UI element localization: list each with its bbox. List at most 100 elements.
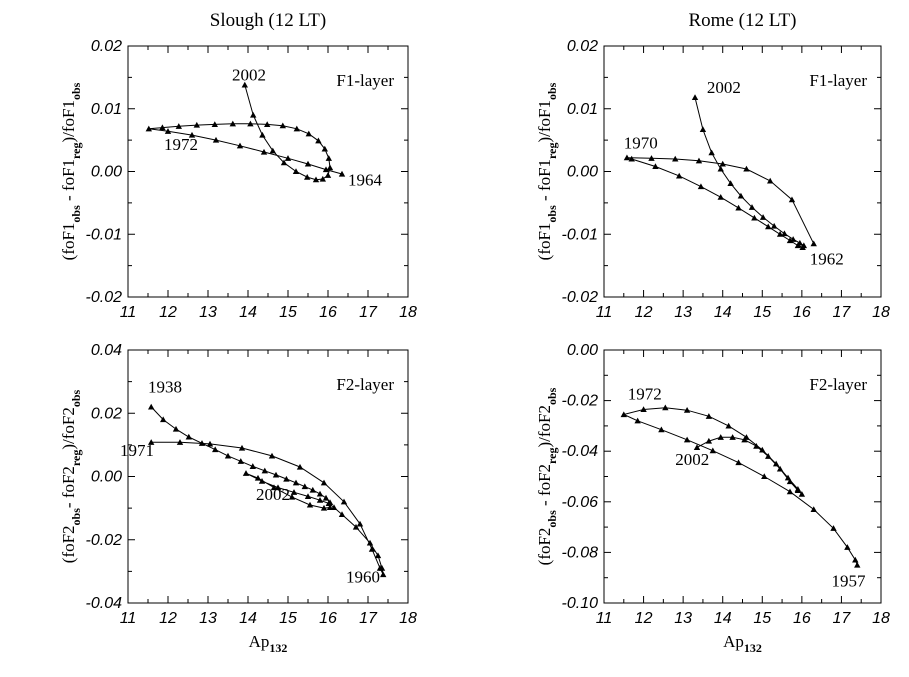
- y-tick-label: 0.00: [567, 164, 598, 181]
- y-tick-label: 0.02: [91, 405, 122, 422]
- data-point: [212, 446, 219, 453]
- data-point: [352, 523, 360, 530]
- data-point: [830, 525, 837, 531]
- data-point: [175, 123, 182, 129]
- data-point: [675, 172, 683, 179]
- data-point: [784, 474, 792, 481]
- layer-annotation: F2-layer: [809, 375, 867, 394]
- chart-panel-2: Rome (12 LT) 11 12 13 14 15 16 17 18 -0.02 -0.01 0.…: [535, 10, 890, 321]
- data-point: [374, 552, 382, 559]
- y-tick-label: -0.02: [86, 532, 123, 549]
- panel-title: Slough (12 LT): [210, 10, 326, 31]
- y-axis-label-part: )/foF1: [59, 100, 78, 143]
- x-axis-label-main: Ap: [723, 632, 744, 651]
- x-axis-label: Ap132: [249, 632, 288, 655]
- data-point: [259, 131, 266, 138]
- y-axis-label-part: - foF1: [59, 159, 78, 205]
- x-tick-label: 16: [319, 304, 337, 321]
- data-point: [776, 231, 784, 237]
- data-point: [772, 460, 780, 467]
- data-point: [338, 511, 346, 518]
- data-point: [368, 546, 376, 552]
- y-tick-label: -0.02: [562, 289, 599, 306]
- y-axis-label-subscript: obs: [69, 389, 83, 407]
- x-axis-label-subscript: 132: [269, 641, 287, 655]
- x-tick-label: 13: [674, 610, 692, 627]
- chart-panel-4: 11 12 13 14 15 16 17 18 -0.10 -0.08 -0.06 -0.04 -0.0…: [535, 342, 890, 655]
- y-tick-label: -0.10: [562, 595, 599, 612]
- data-point: [640, 406, 647, 413]
- x-tick-label: 14: [714, 304, 732, 321]
- data-point: [691, 94, 699, 101]
- layer-annotation: F1-layer: [336, 71, 394, 90]
- data-point: [250, 111, 257, 118]
- data-point: [316, 490, 324, 497]
- data-point: [305, 130, 312, 137]
- y-axis-label-subscript: obs: [69, 508, 83, 526]
- x-tick-label: 11: [120, 304, 137, 321]
- data-point: [304, 160, 312, 167]
- data-point: [727, 180, 734, 186]
- data-point: [292, 479, 300, 486]
- data-point: [148, 403, 155, 410]
- data-point: [269, 147, 276, 154]
- data-point: [735, 459, 742, 466]
- data-point: [737, 192, 745, 199]
- data-point: [652, 163, 659, 170]
- y-axis-label-subscript: obs: [545, 510, 559, 528]
- y-axis-label-part: - foF1: [535, 159, 554, 205]
- y-axis-label-subscript: reg: [545, 143, 559, 159]
- data-point: [683, 436, 691, 443]
- x-tick-label: 18: [399, 304, 417, 321]
- y-tick-label: -0.04: [562, 443, 599, 460]
- y-axis-label-part: )/foF1: [535, 100, 554, 143]
- layer-annotation: F1-layer: [809, 71, 867, 90]
- data-point: [717, 165, 724, 172]
- data-point: [759, 214, 767, 220]
- data-point: [237, 458, 244, 464]
- data-point: [325, 155, 332, 161]
- data-point: [274, 484, 282, 491]
- y-axis-label-part: (foF1: [535, 223, 554, 261]
- y-tick-label: -0.02: [562, 393, 599, 410]
- x-tick-label: 18: [872, 610, 890, 627]
- data-point: [705, 437, 713, 444]
- data-point: [268, 452, 276, 459]
- data-point: [356, 520, 364, 527]
- data-point: [284, 155, 292, 161]
- data-point: [320, 504, 328, 511]
- data-point: [717, 434, 724, 440]
- data-point: [188, 131, 196, 138]
- y-axis-label-subscript: obs: [545, 387, 559, 405]
- x-tick-label: 18: [872, 304, 890, 321]
- series-line: [148, 84, 343, 181]
- x-tick-label: 11: [596, 304, 613, 321]
- y-axis-label-subscript: obs: [69, 205, 83, 223]
- data-point: [786, 478, 794, 485]
- x-tick-label: 15: [753, 610, 771, 627]
- data-point: [304, 493, 312, 499]
- data-point: [759, 446, 766, 453]
- data-point: [844, 544, 851, 550]
- y-axis-label: (foF2obs - foF2reg)/foF2obs: [535, 387, 559, 565]
- data-point: [794, 242, 802, 249]
- x-tick-label: 11: [596, 610, 613, 627]
- y-tick-label: 0.01: [91, 101, 122, 118]
- y-axis-label-subscript: obs: [69, 82, 83, 100]
- data-point: [264, 121, 271, 127]
- data-point: [238, 444, 246, 451]
- data-point: [697, 183, 705, 190]
- y-tick-label: 0.02: [567, 38, 598, 55]
- data-point: [159, 124, 166, 131]
- data-point: [767, 177, 774, 184]
- data-point: [315, 137, 322, 144]
- x-tick-label: 18: [399, 610, 417, 627]
- data-point: [198, 440, 206, 446]
- data-point: [620, 411, 627, 418]
- x-axis-label-subscript: 132: [744, 641, 762, 655]
- y-axis-label-subscript: obs: [545, 82, 559, 100]
- data-point: [743, 434, 750, 440]
- x-tick-label: 13: [199, 610, 217, 627]
- x-axis-label-main: Ap: [249, 632, 270, 651]
